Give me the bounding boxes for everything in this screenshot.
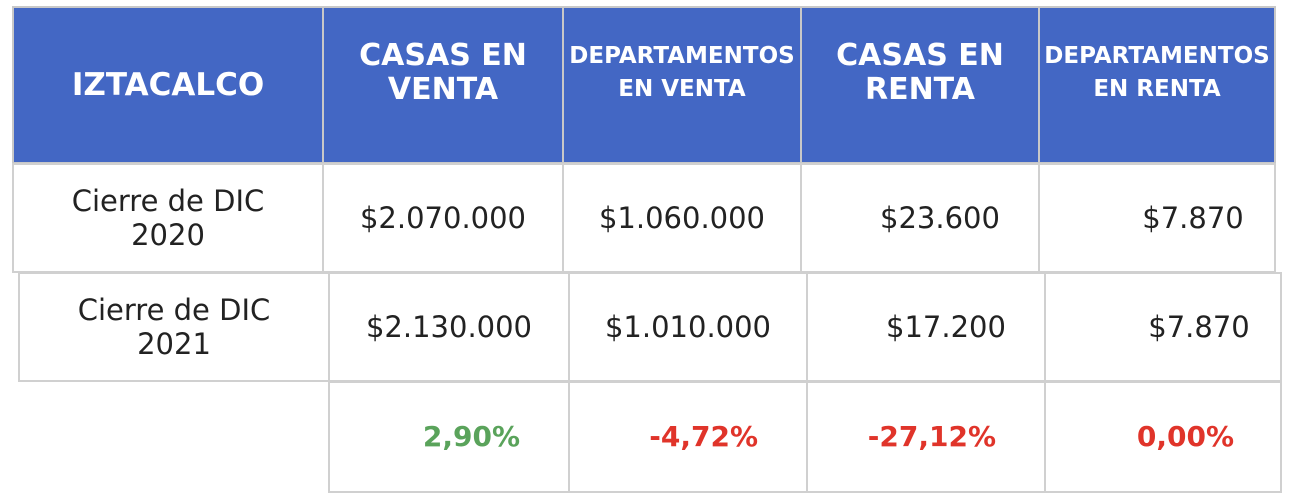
row-2021-casas-venta: $2.130.000 [328, 272, 570, 382]
row-2020-departamentos-renta: $7.870 [1038, 163, 1276, 273]
change-casas-venta: 2,90% [328, 381, 570, 493]
row-2021-casas-renta: $17.200 [806, 272, 1046, 382]
cell-value: $7.870 [1148, 310, 1250, 344]
row-2020-casas-venta: $2.070.000 [322, 163, 564, 273]
header-casas-renta: CASAS EN RENTA [800, 6, 1040, 164]
cell-value: $1.060.000 [598, 201, 766, 235]
row-2021-departamentos-renta: $7.870 [1044, 272, 1282, 382]
header-departamentos-renta-label: DEPARTAMENTOS EN RENTA [1044, 43, 1270, 102]
header-district-label: IZTACALCO [71, 67, 265, 103]
cell-value: $2.070.000 [359, 201, 527, 235]
change-casas-renta: -27,12% [806, 381, 1046, 493]
row-2021-label: Cierre de DIC 2021 [18, 272, 330, 382]
row-2020-label: Cierre de DIC 2020 [12, 163, 324, 273]
row-2020-casas-renta: $23.600 [800, 163, 1040, 273]
header-casas-renta-label: CASAS EN RENTA [836, 38, 1004, 107]
change-value: 2,90% [422, 420, 520, 453]
header-departamentos-venta: DEPARTAMENTOS EN VENTA [562, 6, 802, 164]
change-departamentos-renta: 0,00% [1044, 381, 1282, 493]
header-departamentos-venta-label: DEPARTAMENTOS EN VENTA [569, 43, 795, 102]
change-departamentos-venta: -4,72% [568, 381, 808, 493]
cell-value: $23.600 [880, 201, 1000, 235]
cell-value: $7.870 [1142, 201, 1244, 235]
row-2020-departamentos-venta: $1.060.000 [562, 163, 802, 273]
row-label: Cierre de DIC 2021 [77, 293, 271, 361]
change-value: 0,00% [1136, 420, 1234, 453]
cell-value: $17.200 [886, 310, 1006, 344]
header-casas-venta: CASAS EN VENTA [322, 6, 564, 164]
header-district: IZTACALCO [12, 6, 324, 164]
header-casas-venta-label: CASAS EN VENTA [359, 38, 527, 107]
row-2021-departamentos-venta: $1.010.000 [568, 272, 808, 382]
header-departamentos-renta: DEPARTAMENTOS EN RENTA [1038, 6, 1276, 164]
row-label: Cierre de DIC 2020 [71, 184, 265, 252]
cell-value: $1.010.000 [604, 310, 772, 344]
change-value: -4,72% [649, 420, 758, 453]
change-value: -27,12% [867, 420, 996, 453]
cell-value: $2.130.000 [365, 310, 533, 344]
